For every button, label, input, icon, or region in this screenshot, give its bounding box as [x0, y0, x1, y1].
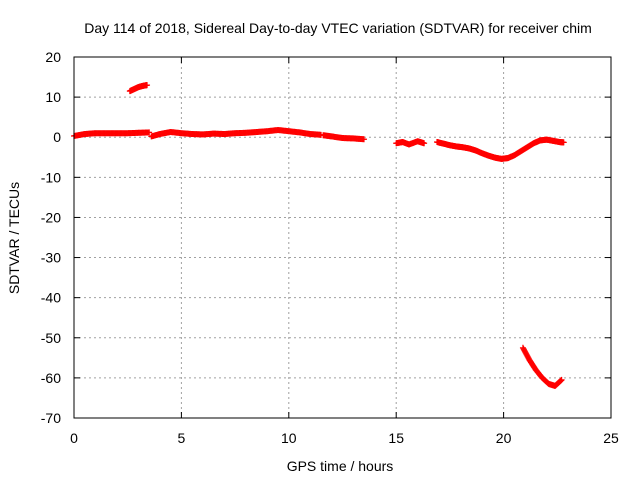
- y-tick-label: 10: [45, 89, 61, 105]
- series-segment-3: [148, 127, 325, 140]
- tick-labels: 0 5 10 15 20 25 20 10 0 -10 -20 -30 -40 -50 -60 -70: [41, 49, 619, 446]
- x-tick-label: 15: [388, 430, 404, 446]
- x-axis-label: GPS time / hours: [287, 458, 394, 474]
- data-points: [71, 82, 567, 389]
- y-axis-label: SDTVAR / TECUs: [6, 182, 22, 294]
- series-segment-1: [71, 129, 153, 140]
- data-point: [360, 136, 367, 143]
- y-tick-label: -30: [41, 250, 61, 266]
- y-tick-label: -60: [41, 370, 61, 386]
- plot-frame: [73, 56, 612, 419]
- series-segment-7: [519, 344, 565, 389]
- data-point: [560, 139, 567, 146]
- y-tick-label: -40: [41, 290, 61, 306]
- y-tick-label: -10: [41, 169, 61, 185]
- y-tick-label: -70: [41, 410, 61, 426]
- series-segment-2: [126, 82, 151, 95]
- x-tick-label: 0: [70, 430, 78, 446]
- data-point: [558, 376, 565, 383]
- gridlines: [74, 57, 611, 418]
- data-point: [144, 82, 151, 89]
- series-segment-5: [393, 138, 428, 148]
- series-segment-4: [320, 132, 367, 143]
- data-point: [421, 140, 428, 147]
- y-tick-label: -20: [41, 209, 61, 225]
- x-tick-label: 25: [603, 430, 619, 446]
- y-tick-label: -50: [41, 330, 61, 346]
- x-tick-label: 10: [281, 430, 297, 446]
- y-tick-label: 20: [45, 49, 61, 65]
- x-tick-label: 20: [496, 430, 512, 446]
- data-point: [146, 129, 153, 136]
- series-segment-6: [434, 136, 567, 162]
- x-tick-label: 5: [178, 430, 186, 446]
- chart-title: Day 114 of 2018, Sidereal Day-to-day VTE…: [84, 20, 592, 36]
- y-tick-label: 0: [53, 129, 61, 145]
